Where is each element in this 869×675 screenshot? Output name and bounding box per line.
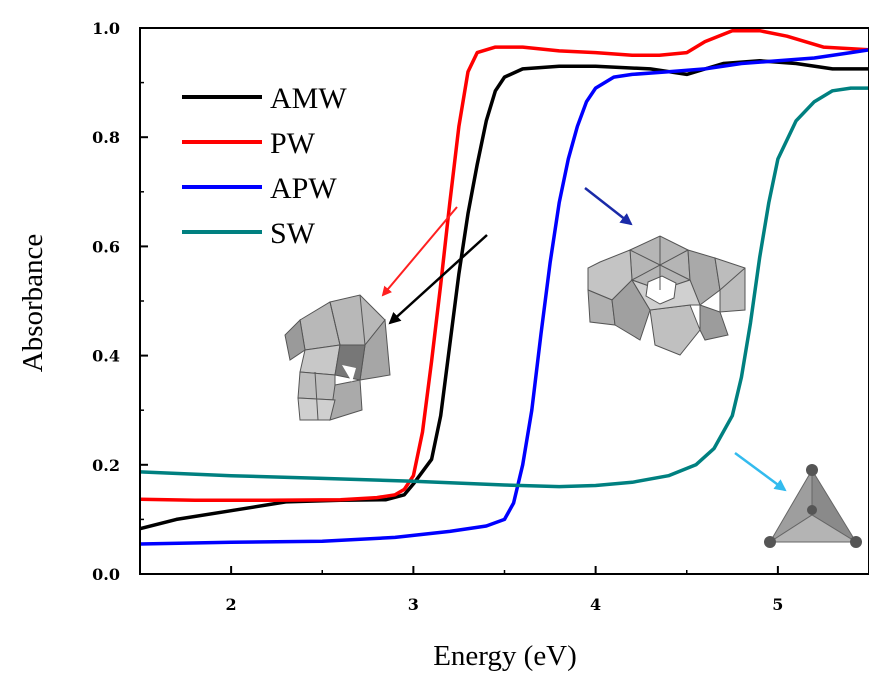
series-layer	[140, 28, 869, 546]
amw-pointer-arrow	[388, 234, 488, 325]
y-axis-title: Absorbance	[17, 234, 49, 373]
series-line-pw	[140, 28, 869, 503]
legend: AMW PW APW SW	[182, 82, 347, 250]
y-tick-label: 0.2	[92, 456, 120, 475]
y-tick-label: 0.8	[92, 128, 120, 147]
x-tick-label: 2	[226, 595, 237, 614]
apw-pointer-arrow	[584, 187, 633, 226]
series-line-apw	[140, 48, 869, 546]
y-tick-label: 0.0	[92, 565, 120, 584]
y-tick-label: 1.0	[92, 19, 120, 38]
pw-pointer-arrow	[381, 206, 458, 297]
legend-label-sw: SW	[270, 217, 316, 250]
sw-tetrahedron-icon	[764, 464, 862, 548]
axes: 2 3 4 5 0.0 0.2 0.4 0.6 0.8 1.0	[92, 19, 783, 614]
apw-polyoxometalate-ring-cluster-icon	[587, 235, 746, 356]
x-tick-label: 5	[772, 595, 783, 614]
series-line-amw	[140, 59, 869, 531]
x-axis-title: Energy (eV)	[433, 640, 577, 672]
legend-label-apw: APW	[270, 172, 337, 205]
plot-frame	[139, 27, 869, 575]
legend-label-pw: PW	[270, 127, 316, 160]
x-tick-label: 3	[408, 595, 419, 614]
y-tick-label: 0.6	[92, 237, 120, 256]
sw-pointer-arrow	[734, 451, 787, 492]
y-tick-label: 0.4	[92, 347, 120, 366]
series-line-sw	[140, 86, 869, 489]
x-tick-label: 4	[590, 595, 601, 614]
amw-pw-polyoxometalate-cluster-icon	[284, 294, 391, 421]
legend-label-amw: AMW	[270, 82, 347, 115]
